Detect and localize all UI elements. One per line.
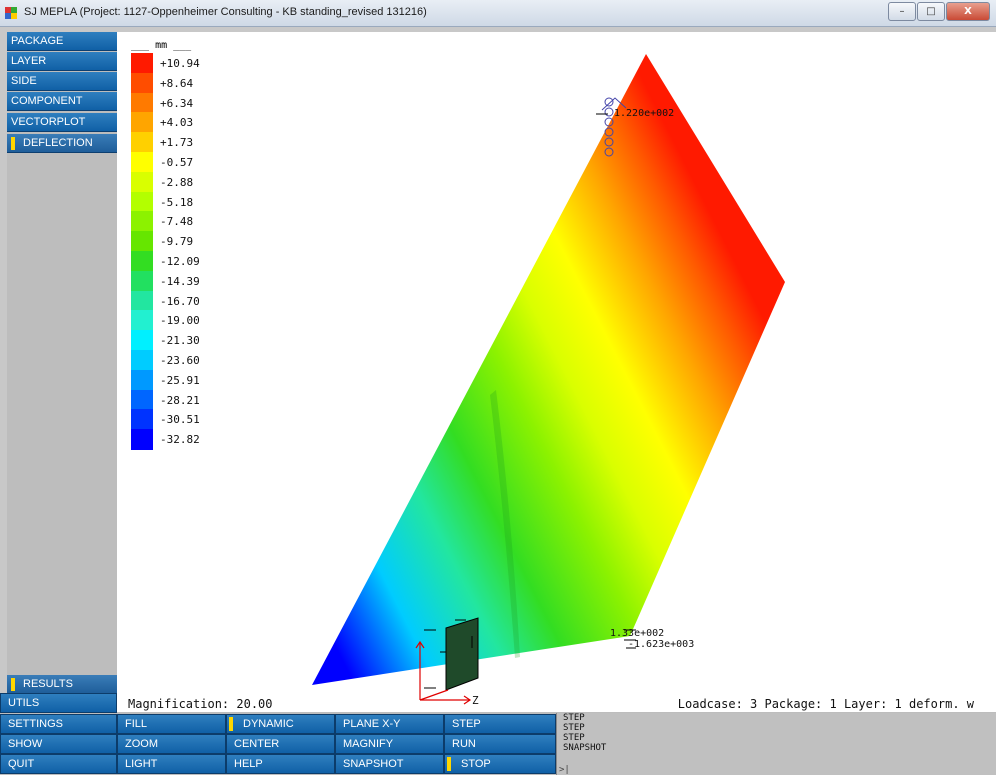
console-log[interactable]: STEP STEP STEP SNAPSHOT >| bbox=[556, 713, 996, 775]
load-arrows bbox=[424, 619, 473, 689]
legend-label: -21.30 bbox=[160, 334, 200, 348]
top-annotation: 1.220e+002 bbox=[614, 108, 674, 119]
legend-swatch bbox=[131, 330, 153, 352]
menu-vectorplot[interactable]: VECTORPLOT bbox=[7, 113, 117, 132]
legend-label: +4.03 bbox=[160, 116, 194, 130]
legend-swatch bbox=[131, 429, 153, 451]
legend-swatch bbox=[131, 350, 153, 371]
legend-label: -28.21 bbox=[160, 393, 200, 407]
fill-button[interactable]: FILL bbox=[117, 714, 226, 734]
app-icon bbox=[5, 7, 17, 19]
coordinate-axes bbox=[415, 640, 472, 705]
menu-show[interactable]: SHOW bbox=[0, 734, 117, 754]
bottom-annotation: -1.623e+003 bbox=[628, 639, 694, 650]
support-markers-bottom bbox=[624, 629, 636, 649]
legend-swatch bbox=[131, 409, 153, 431]
menu-settings[interactable]: SETTINGS bbox=[0, 714, 117, 734]
magnify-button[interactable]: MAGNIFY bbox=[335, 734, 444, 754]
magnification-text: Magnification: 20.00 bbox=[128, 697, 273, 711]
console-line: STEP bbox=[563, 733, 585, 743]
legend-label: +8.64 bbox=[160, 76, 194, 90]
legend-label: -7.48 bbox=[160, 215, 194, 229]
maximize-button[interactable]: □ bbox=[917, 2, 945, 21]
step-button[interactable]: STEP bbox=[444, 714, 556, 734]
menu-package[interactable]: PACKAGE bbox=[7, 32, 117, 51]
legend-label: -23.60 bbox=[160, 354, 200, 367]
console-prompt[interactable]: >| bbox=[559, 765, 570, 775]
window-title: SJ MEPLA (Project: 1127-Oppenheimer Cons… bbox=[24, 6, 427, 18]
legend-unit: ___ mm ___ bbox=[131, 40, 192, 51]
axis-z-label: Z bbox=[472, 694, 479, 707]
legend-label: -14.39 bbox=[160, 274, 200, 288]
run-button[interactable]: RUN bbox=[444, 734, 556, 754]
legend-swatch bbox=[131, 72, 153, 94]
legend-swatch bbox=[131, 112, 153, 134]
legend-swatch bbox=[131, 251, 153, 272]
legend-swatch bbox=[131, 53, 153, 74]
legend-label: +1.73 bbox=[160, 136, 194, 150]
zoom-button[interactable]: ZOOM bbox=[117, 734, 226, 754]
title-bar: SJ MEPLA (Project: 1127-Oppenheimer Cons… bbox=[0, 0, 996, 27]
legend-swatch bbox=[131, 92, 153, 114]
center-button[interactable]: CENTER bbox=[226, 734, 335, 754]
loadcase-text: Loadcase: 3 Package: 1 Layer: 1 deform. … bbox=[677, 697, 974, 711]
legend-label: -25.91 bbox=[160, 373, 200, 387]
menu-layer[interactable]: LAYER bbox=[7, 52, 117, 71]
plate-shading bbox=[490, 390, 520, 658]
menu-side[interactable]: SIDE bbox=[7, 72, 117, 91]
active-flag bbox=[11, 678, 15, 691]
menu-component[interactable]: COMPONENT bbox=[7, 92, 117, 111]
legend-swatch bbox=[131, 191, 153, 213]
menu-deflection-label: DEFLECTION bbox=[23, 137, 93, 149]
console-line: STEP bbox=[563, 723, 585, 733]
legend-swatch bbox=[131, 369, 153, 391]
minimize-button[interactable]: – bbox=[888, 2, 916, 21]
stop-button[interactable]: STOP bbox=[444, 754, 556, 774]
legend-swatch bbox=[131, 290, 153, 312]
light-button[interactable]: LIGHT bbox=[117, 754, 226, 774]
legend-swatch bbox=[131, 211, 153, 233]
legend-swatch bbox=[131, 231, 153, 253]
menu-quit[interactable]: QUIT bbox=[0, 754, 117, 774]
help-button[interactable]: HELP bbox=[226, 754, 335, 774]
legend-label: -12.09 bbox=[160, 255, 200, 268]
legend-label: -0.57 bbox=[160, 156, 194, 169]
plane-xy-button[interactable]: PLANE X-Y bbox=[335, 714, 444, 734]
menu-deflection[interactable]: DEFLECTION bbox=[7, 134, 117, 153]
legend-swatch bbox=[131, 270, 153, 292]
legend-swatch bbox=[131, 171, 153, 193]
legend-label: +6.34 bbox=[160, 96, 194, 110]
legend-label: -5.18 bbox=[160, 195, 194, 209]
dynamic-button[interactable]: DYNAMIC bbox=[226, 714, 335, 734]
active-flag bbox=[447, 757, 451, 771]
legend-label: -19.00 bbox=[160, 314, 200, 328]
legend-label: -16.70 bbox=[160, 294, 200, 308]
close-button[interactable]: X bbox=[946, 2, 990, 21]
legend-swatch bbox=[131, 389, 153, 411]
stop-label: STOP bbox=[461, 758, 491, 770]
legend-label: +10.94 bbox=[160, 57, 200, 70]
console-line: STEP bbox=[563, 713, 585, 723]
active-flag bbox=[11, 137, 15, 150]
legend-label: -30.51 bbox=[160, 413, 200, 427]
component-box bbox=[445, 617, 479, 691]
support-markers-top bbox=[596, 97, 627, 157]
menu-utils[interactable]: UTILS bbox=[0, 693, 117, 713]
bottom-overlap-annotation: 1.33e+002 bbox=[610, 628, 664, 639]
legend-label: -9.79 bbox=[160, 235, 194, 249]
active-flag bbox=[229, 717, 233, 731]
deflected-plate bbox=[312, 54, 785, 685]
menu-results-label: RESULTS bbox=[23, 678, 73, 690]
legend-swatch bbox=[131, 152, 153, 173]
legend-swatch bbox=[131, 310, 153, 332]
legend-swatch bbox=[131, 132, 153, 154]
snapshot-button[interactable]: SNAPSHOT bbox=[335, 754, 444, 774]
legend-label: -32.82 bbox=[160, 433, 200, 447]
dynamic-label: DYNAMIC bbox=[243, 718, 294, 730]
legend-label: -2.88 bbox=[160, 175, 194, 189]
console-line: SNAPSHOT bbox=[563, 743, 607, 753]
